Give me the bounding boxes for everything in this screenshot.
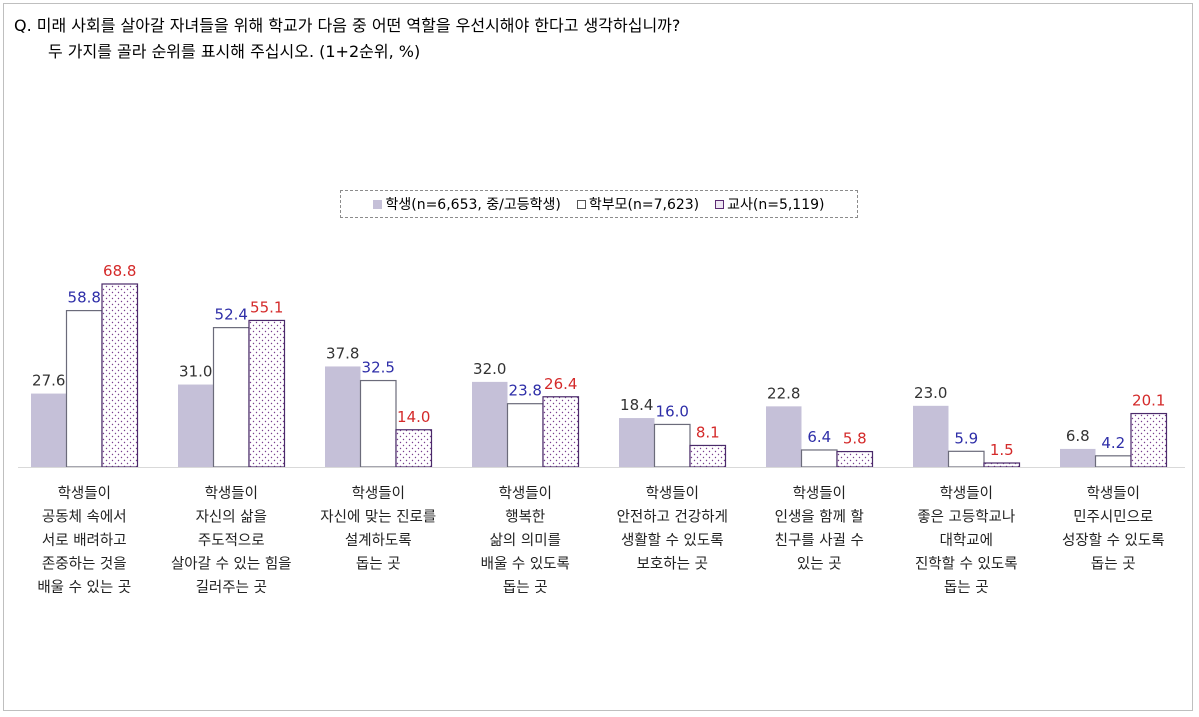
data-label-teacher: 26.4	[544, 375, 577, 393]
data-label-teacher: 14.0	[397, 408, 430, 426]
data-label-student: 32.0	[473, 360, 506, 378]
bar-teacher	[395, 429, 433, 468]
category-label: 돕는 곳	[944, 579, 989, 596]
bar-teacher	[101, 283, 139, 468]
data-label-student: 23.0	[914, 384, 947, 402]
data-label-student: 6.8	[1066, 427, 1090, 445]
category-label: 배울 수 있는 곳	[37, 579, 131, 596]
category-label: 서로 배려하고	[42, 532, 127, 549]
legend-item-student: 학생(n=6,653, 중/고등학생)	[373, 194, 561, 214]
data-label-teacher: 55.1	[250, 298, 283, 316]
category-label: 공동체 속에서	[42, 509, 127, 526]
category-label: 민주시민으로	[1073, 509, 1153, 526]
bar-student	[472, 381, 508, 467]
category-label: 보호하는 곳	[637, 556, 708, 573]
data-label-parent: 58.8	[68, 289, 101, 307]
data-label-student: 27.6	[32, 372, 65, 390]
data-label-parent: 6.4	[807, 428, 831, 446]
bar-student	[178, 384, 214, 467]
category-label: 학생들이	[205, 485, 258, 502]
bar-student	[325, 366, 361, 467]
category-label: 학생들이	[646, 485, 699, 502]
data-label-teacher: 5.8	[843, 430, 867, 448]
bar-parent	[65, 309, 103, 468]
category-label: 존중하는 것을	[42, 556, 127, 573]
category-label: 좋은 고등학교나	[917, 509, 1015, 526]
bar-parent	[506, 403, 544, 468]
data-label-student: 37.8	[326, 344, 359, 362]
data-label-parent: 32.5	[362, 359, 395, 377]
category-label: 성장할 수 있도록	[1062, 532, 1165, 549]
category-label: 학생들이	[940, 485, 993, 502]
bar-student	[913, 405, 949, 467]
chart-question-instruction: 두 가지를 골라 순위를 표시해 주십시오. (1+2순위, %)	[48, 42, 421, 61]
data-label-parent: 5.9	[954, 429, 978, 447]
data-label-student: 18.4	[620, 396, 653, 414]
data-label-parent: 4.2	[1101, 434, 1125, 452]
bar-teacher	[983, 462, 1021, 468]
category-label: 인생을 함께 할	[775, 509, 864, 526]
legend-item-parent: 학부모(n=7,623)	[576, 194, 700, 214]
data-label-teacher: 8.1	[696, 423, 720, 441]
category-label: 학생들이	[352, 485, 405, 502]
legend-swatch	[576, 199, 586, 209]
legend-label: 학부모(n=7,623)	[588, 197, 700, 213]
category-label: 안전하고 건강하게	[617, 509, 728, 526]
bar-parent	[947, 450, 985, 468]
chart-frame	[3, 3, 1193, 711]
legend-label: 학생(n=6,653, 중/고등학생)	[385, 197, 561, 213]
category-label: 배울 수 있도록	[481, 556, 570, 573]
category-label: 길러주는 곳	[196, 579, 267, 596]
category-label: 살아갈 수 있는 힘을	[171, 556, 292, 573]
legend: 학생(n=6,653, 중/고등학생) 학부모(n=7,623) 교사(n=5,…	[340, 190, 858, 218]
data-label-student: 31.0	[179, 363, 212, 381]
bar-teacher	[1130, 412, 1168, 468]
bar-parent	[212, 327, 250, 468]
category-label: 돕는 곳	[503, 579, 548, 596]
category-label: 돕는 곳	[356, 556, 401, 573]
legend-item-teacher: 교사(n=5,119)	[715, 194, 825, 214]
bar-parent	[653, 423, 691, 468]
category-label: 진학할 수 있도록	[915, 556, 1018, 573]
category-label: 돕는 곳	[1091, 556, 1136, 573]
category-label: 주도적으로	[198, 532, 265, 549]
category-label: 있는 곳	[797, 556, 842, 573]
bar-parent	[1094, 455, 1132, 468]
data-label-teacher: 20.1	[1132, 392, 1165, 410]
category-label: 대학교에	[940, 532, 993, 549]
data-label-teacher: 1.5	[990, 441, 1014, 459]
bar-teacher	[836, 450, 874, 468]
data-label-parent: 52.4	[215, 306, 248, 324]
category-label: 친구를 사귈 수	[775, 532, 864, 549]
data-label-teacher: 68.8	[103, 262, 136, 280]
bar-parent	[800, 449, 838, 468]
category-label: 학생들이	[499, 485, 552, 502]
category-label: 행복한	[505, 509, 545, 526]
data-label-student: 22.8	[767, 384, 800, 402]
bar-student	[619, 418, 655, 467]
category-label: 학생들이	[1087, 485, 1140, 502]
bar-student	[1060, 448, 1096, 467]
bar-student	[31, 393, 67, 467]
bar-parent	[359, 379, 397, 468]
legend-swatch	[715, 199, 725, 209]
bar-teacher	[248, 319, 286, 468]
category-label: 학생들이	[793, 485, 846, 502]
bar-student	[766, 406, 802, 467]
chart-question: Q. 미래 사회를 살아갈 자녀들을 위해 학교가 다음 중 어떤 역할을 우선…	[14, 16, 681, 35]
category-label: 삶의 의미를	[490, 532, 561, 549]
bar-teacher	[542, 396, 580, 468]
category-label: 학생들이	[58, 485, 111, 502]
category-label: 자신에 맞는 진로를	[320, 509, 436, 526]
category-label: 설계하도록	[345, 532, 412, 549]
data-label-parent: 23.8	[509, 382, 542, 400]
data-label-parent: 16.0	[656, 402, 689, 420]
category-label: 자신의 삶을	[196, 509, 267, 526]
legend-label: 교사(n=5,119)	[727, 197, 825, 213]
legend-swatch	[373, 199, 383, 209]
bar-teacher	[689, 444, 727, 468]
category-label: 생활할 수 있도록	[621, 532, 724, 549]
